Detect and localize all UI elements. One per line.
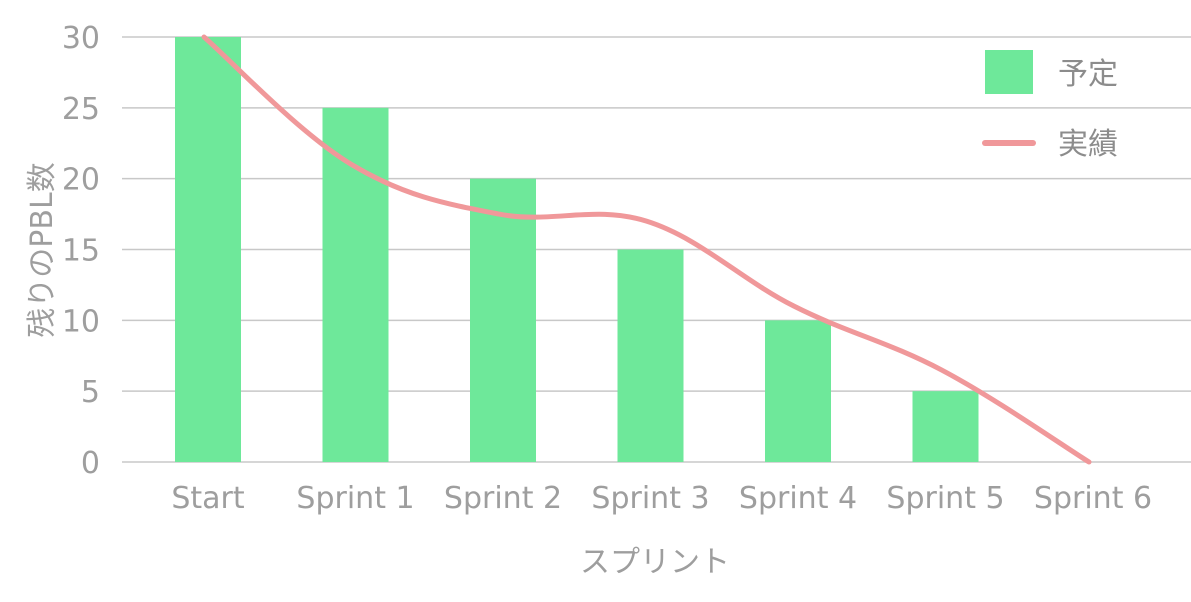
bar-planned <box>470 178 536 462</box>
x-tick-label: Sprint 3 <box>591 481 709 516</box>
y-tick-label: 25 <box>62 92 100 127</box>
y-axis-title: 残りのPBL数 <box>25 162 60 337</box>
bar-planned <box>617 249 684 462</box>
y-tick-label: 15 <box>62 234 100 269</box>
y-tick-label: 0 <box>81 446 100 481</box>
legend-label-planned: 予定 <box>1058 57 1118 92</box>
legend: 予定 実績 <box>982 50 1118 162</box>
x-tick-label: Sprint 2 <box>444 481 562 516</box>
legend-swatch-planned <box>985 50 1033 94</box>
y-tick-label: 5 <box>81 375 100 410</box>
y-tick-label: 30 <box>62 21 100 56</box>
actual-line-group <box>201 34 1092 465</box>
x-tick-label: Sprint 5 <box>886 481 1004 516</box>
x-tick-label: Sprint 1 <box>296 481 414 516</box>
bar-planned <box>912 391 979 462</box>
actual-line <box>201 34 1092 465</box>
bar-planned <box>175 37 241 462</box>
legend-label-actual: 実績 <box>1058 127 1118 162</box>
bar-planned <box>765 320 831 462</box>
y-tick-labels: 0 5 10 15 20 25 30 <box>62 21 100 481</box>
x-tick-label: Sprint 4 <box>739 481 857 516</box>
x-tick-label: Start <box>171 481 245 516</box>
y-tick-label: 10 <box>62 304 100 339</box>
x-axis-title: スプリント <box>580 545 730 580</box>
bar-planned <box>322 107 389 462</box>
x-tick-label: Sprint 6 <box>1034 481 1152 516</box>
y-tick-label: 20 <box>62 163 100 198</box>
x-tick-labels: Start Sprint 1 Sprint 2 Sprint 3 Sprint 4 Spr… <box>171 481 1152 516</box>
